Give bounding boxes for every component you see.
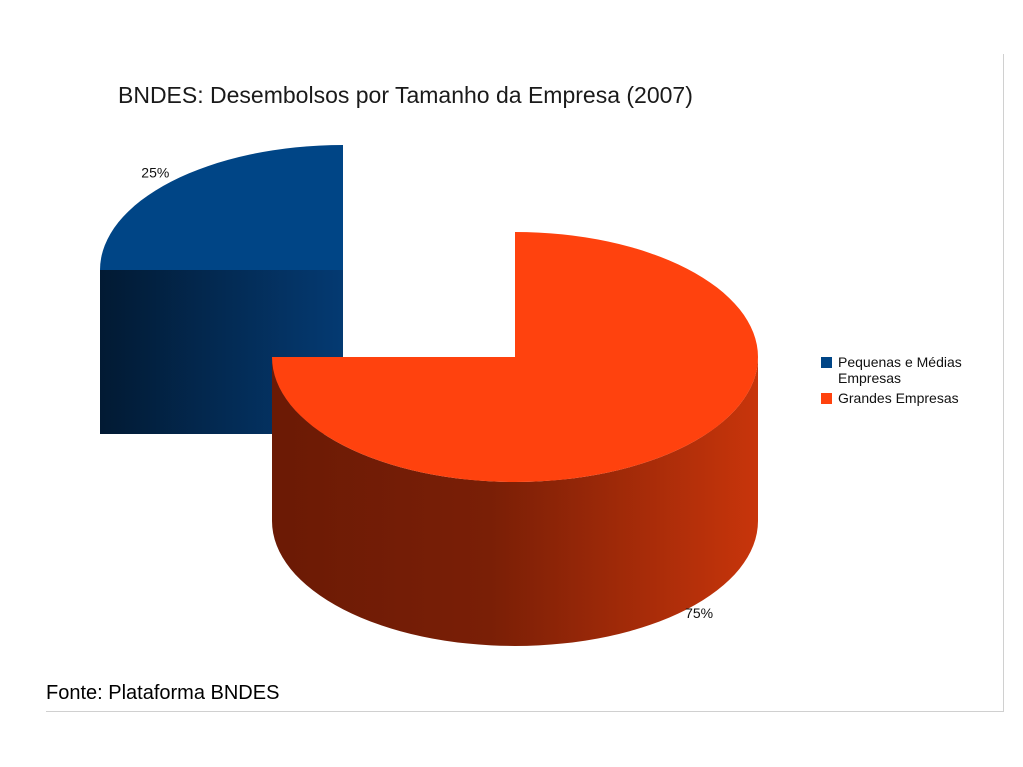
legend-label-grandes: Grandes Empresas [838, 390, 959, 406]
data-label-pequenas-medias: 25% [141, 165, 169, 181]
slice-top-grandes [272, 232, 758, 482]
frame-border-bottom [46, 711, 1004, 712]
legend-label-pequenas-medias: Pequenas e Médias Empresas [838, 354, 962, 386]
frame-border-right [1003, 54, 1004, 712]
data-label-grandes: 75% [685, 605, 713, 621]
legend-swatch-grandes [821, 393, 832, 404]
legend-item-grandes: Grandes Empresas [821, 390, 1001, 406]
slice-top-pequenas-medias [100, 145, 343, 270]
legend-item-pequenas-medias: Pequenas e Médias Empresas [821, 354, 1001, 386]
slice-side-grandes [272, 357, 758, 646]
source-note: Fonte: Plataforma BNDES [46, 682, 280, 704]
slice-grandes [272, 232, 758, 646]
legend-swatch-pequenas-medias [821, 357, 832, 368]
chart-title: BNDES: Desembolsos por Tamanho da Empres… [118, 82, 693, 108]
legend: Pequenas e Médias Empresas Grandes Empre… [821, 354, 1001, 410]
